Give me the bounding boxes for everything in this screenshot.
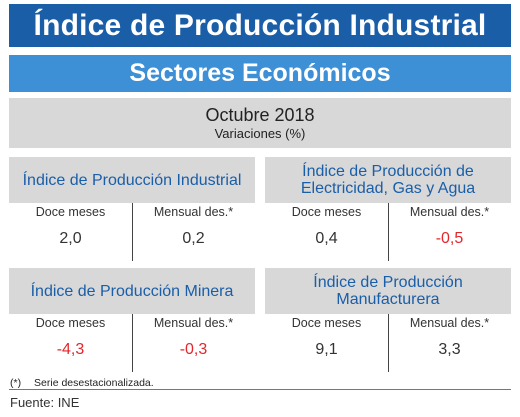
card-right-label: Mensual des.*: [153, 316, 234, 330]
source-divider: [9, 389, 511, 390]
card-left-value: 0,4: [315, 230, 338, 247]
card-left-label: Doce meses: [35, 205, 106, 219]
card-left-label: Doce meses: [291, 316, 362, 330]
section-subtitle-bar: Sectores Económicos: [9, 55, 511, 92]
card-divider: [132, 314, 133, 372]
period-units: Variaciones (%): [214, 126, 306, 141]
card-right-value: 0,2: [182, 230, 205, 247]
card-right-label: Mensual des.*: [153, 205, 234, 219]
card-divider: [132, 203, 133, 261]
card-divider: [388, 314, 389, 372]
card-divider: [388, 203, 389, 261]
card-mining: Índice de Producción Minera Doce meses M…: [9, 268, 255, 372]
source-credit: Fuente: INE: [10, 395, 80, 410]
card-title: Índice de Producción Industrial: [9, 157, 255, 203]
page-title: Índice de Producción Industrial: [33, 8, 487, 42]
footnote: (*) Serie desestacionalizada.: [10, 377, 154, 389]
card-manufacturing: Índice de Producción Manufacturera Doce …: [265, 268, 511, 372]
card-left-value: 2,0: [59, 230, 82, 247]
card-industrial: Índice de Producción Industrial Doce mes…: [9, 157, 255, 261]
card-right-value: -0,3: [179, 341, 208, 358]
card-right-label: Mensual des.*: [409, 205, 490, 219]
section-subtitle: Sectores Económicos: [129, 59, 391, 87]
card-left-label: Doce meses: [35, 316, 106, 330]
card-left-value: -4,3: [56, 341, 85, 358]
footnote-mark: (*): [10, 377, 22, 389]
card-right-value: -0,5: [435, 230, 464, 247]
card-title: Índice de Producción Manufacturera: [265, 268, 511, 314]
period-month: Octubre 2018: [205, 105, 315, 125]
card-right-label: Mensual des.*: [409, 316, 490, 330]
card-right-value: 3,3: [438, 341, 461, 358]
card-left-label: Doce meses: [291, 205, 362, 219]
card-electricity: Índice de Producción de Electricidad, Ga…: [265, 157, 511, 261]
page-title-bar: Índice de Producción Industrial: [9, 4, 511, 47]
card-title: Índice de Producción Minera: [9, 268, 255, 314]
footnote-text: Serie desestacionalizada.: [34, 377, 154, 389]
card-left-value: 9,1: [315, 341, 338, 358]
period-box: Octubre 2018 Variaciones (%): [9, 98, 511, 148]
card-title: Índice de Producción de Electricidad, Ga…: [265, 157, 511, 203]
